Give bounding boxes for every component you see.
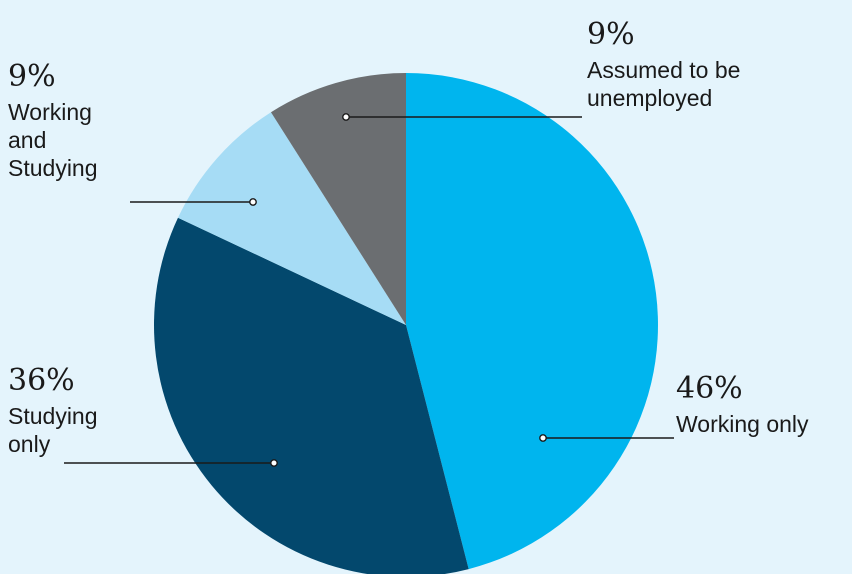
- slice-percentage-label: 46%: [676, 371, 743, 406]
- slice-percentage-label: 9%: [587, 17, 635, 52]
- leader-dot: [249, 198, 257, 206]
- slice-category-label: Working: [8, 99, 92, 125]
- pie-slices: [154, 73, 658, 574]
- leader-lines: [64, 113, 674, 467]
- slice-category-label: unemployed: [587, 85, 712, 111]
- pie-slice: [154, 217, 469, 574]
- pie-slice: [270, 73, 406, 325]
- slice-category-label: Studying: [8, 403, 98, 429]
- slice-category-label: Studying: [8, 155, 98, 181]
- leader-dot: [270, 459, 278, 467]
- slice-percentage-label: 36%: [8, 363, 75, 398]
- slice-percentage-label: 9%: [8, 59, 56, 94]
- pie-slice: [406, 73, 658, 570]
- slice-category-label: only: [8, 431, 51, 457]
- slice-category-label: Working only: [676, 411, 809, 437]
- leader-dot: [342, 113, 350, 121]
- pie-slice: [177, 112, 406, 325]
- slice-category-label: Assumed to be: [587, 57, 740, 83]
- slice-category-label: and: [8, 127, 46, 153]
- slice-labels: 46%Working only36%Studyingonly9%Workinga…: [8, 17, 809, 457]
- leader-dot: [539, 434, 547, 442]
